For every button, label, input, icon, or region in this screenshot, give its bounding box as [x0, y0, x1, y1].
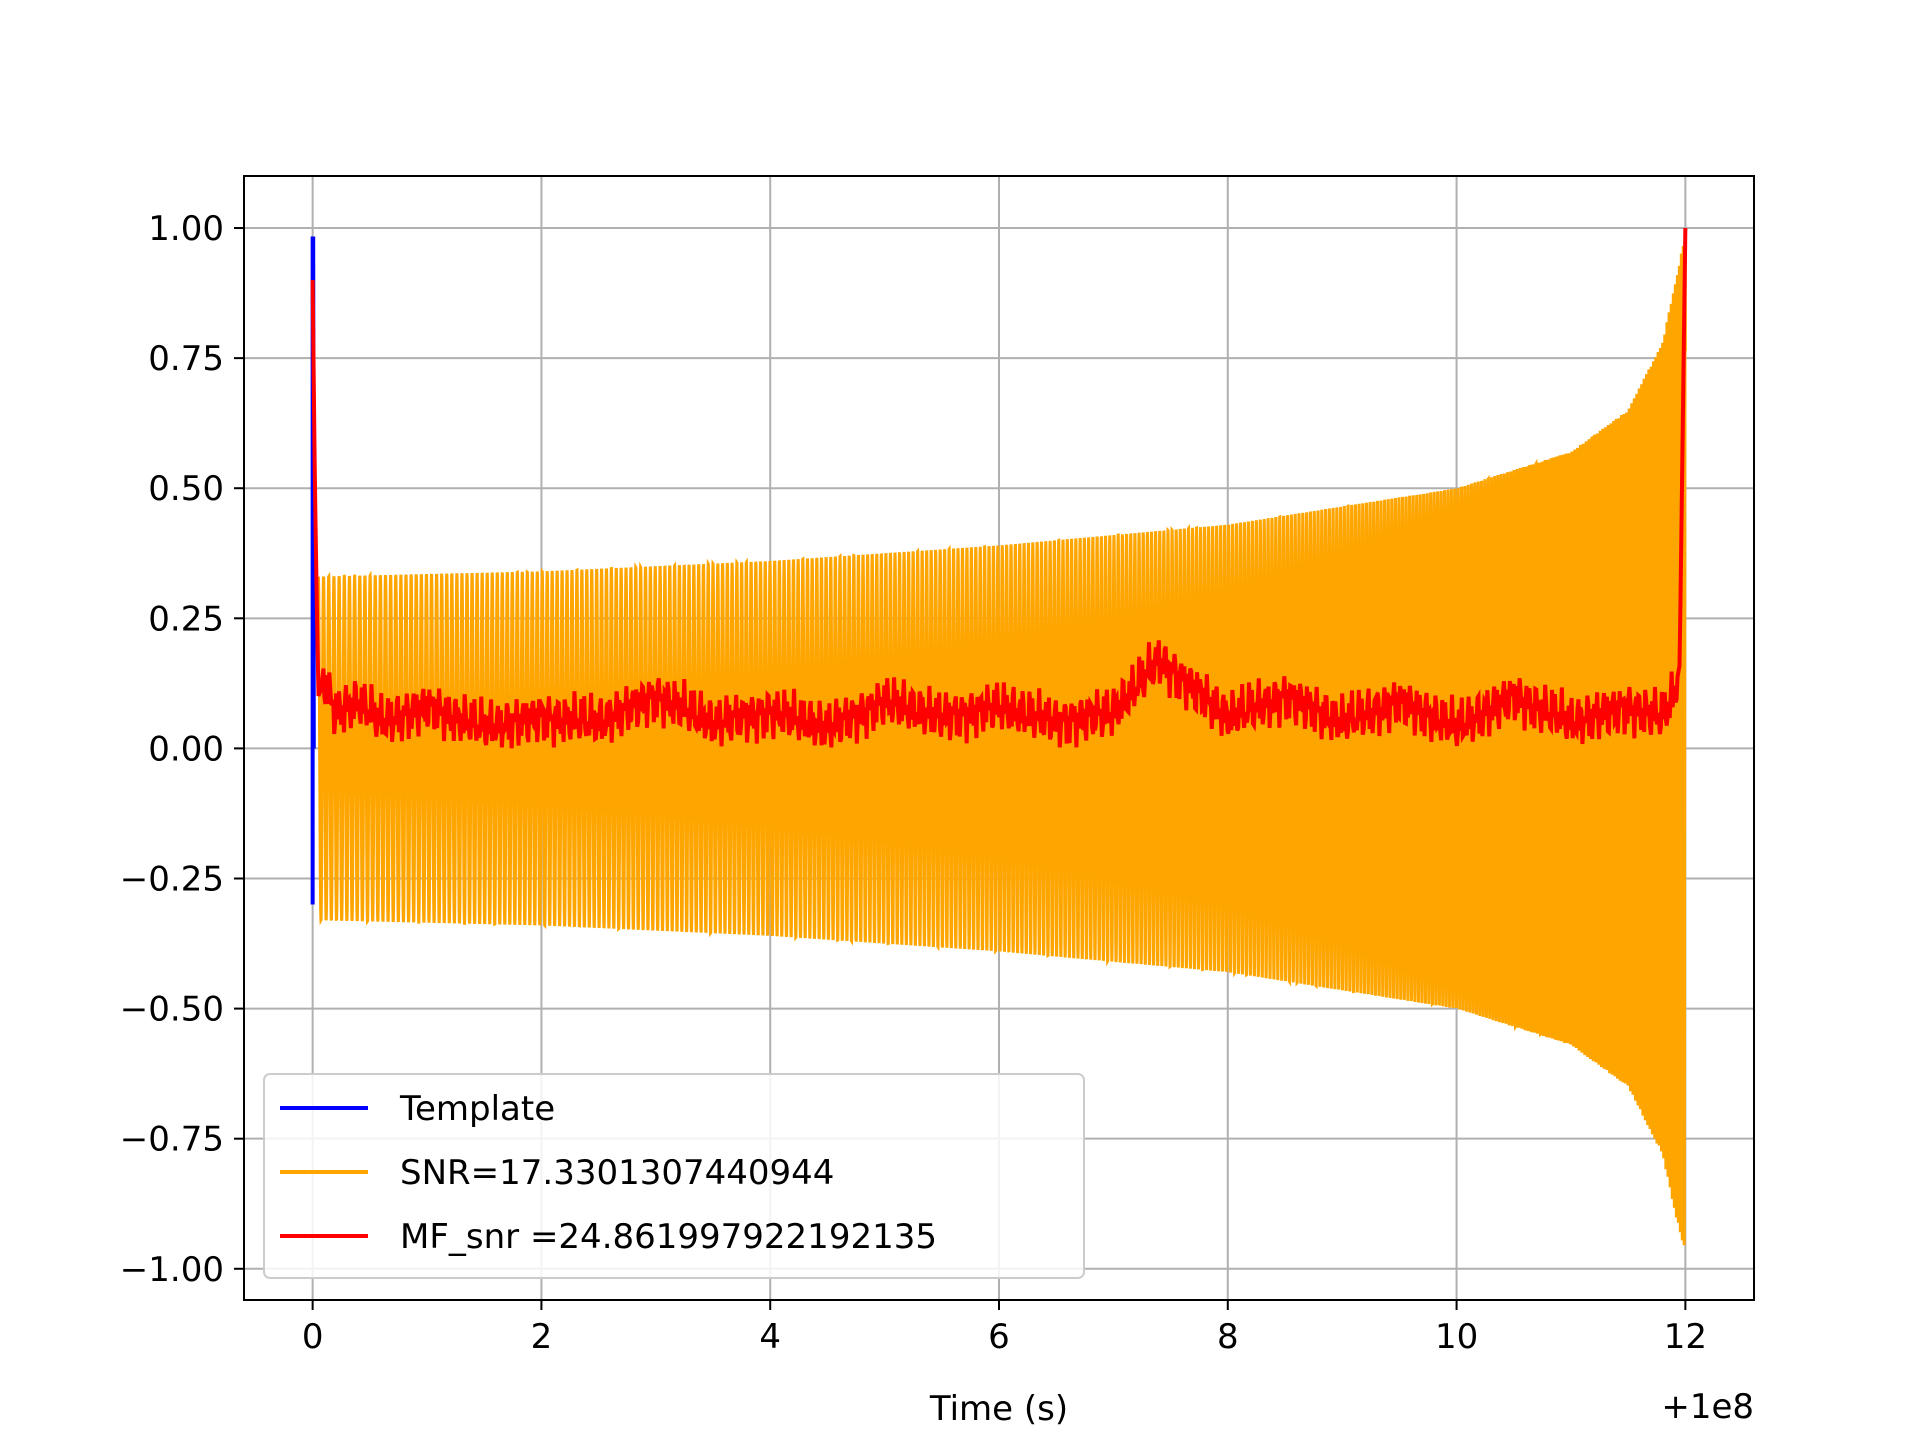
legend-frame — [263, 1073, 1085, 1279]
y-tick-label: 1.00 — [148, 209, 224, 249]
series-line-snr — [316, 233, 1687, 1246]
legend: Template SNR=17.3301307440944 MF_snr =24.8… — [263, 1073, 1085, 1279]
x-tick-label: 6 — [988, 1317, 1010, 1357]
x-tick-label: 8 — [1217, 1317, 1239, 1357]
legend-label: Template — [399, 1089, 555, 1129]
y-tick-label: −0.25 — [120, 860, 224, 900]
x-tick-label: 2 — [531, 1317, 553, 1357]
x-offset-label: +1e8 — [1661, 1387, 1754, 1427]
x-tick-label: 4 — [759, 1317, 781, 1357]
x-axis-label: Time (s) — [929, 1389, 1068, 1429]
y-tick-label: 0.75 — [148, 339, 224, 379]
y-tick-label: 0.00 — [148, 729, 224, 769]
y-tick-label: 0.25 — [148, 599, 224, 639]
legend-label: MF_snr =24.861997922192135 — [400, 1217, 937, 1257]
series-layer — [310, 228, 1688, 1246]
legend-label: SNR=17.3301307440944 — [400, 1153, 834, 1193]
x-tick-label: 12 — [1664, 1317, 1707, 1357]
y-tick-label: −0.75 — [120, 1120, 224, 1160]
ticks: 0 2 4 6 8 10 12 1.00 0.75 0.50 0.25 0.00 −0.25 −0.50 −… — [120, 209, 1707, 1357]
x-tick-label: 10 — [1435, 1317, 1478, 1357]
y-tick-label: −1.00 — [120, 1250, 224, 1290]
y-tick-label: 0.50 — [148, 469, 224, 509]
series-line-mf-snr — [310, 228, 1688, 749]
y-tick-label: −0.50 — [120, 990, 224, 1030]
x-tick-label: 0 — [302, 1317, 324, 1357]
